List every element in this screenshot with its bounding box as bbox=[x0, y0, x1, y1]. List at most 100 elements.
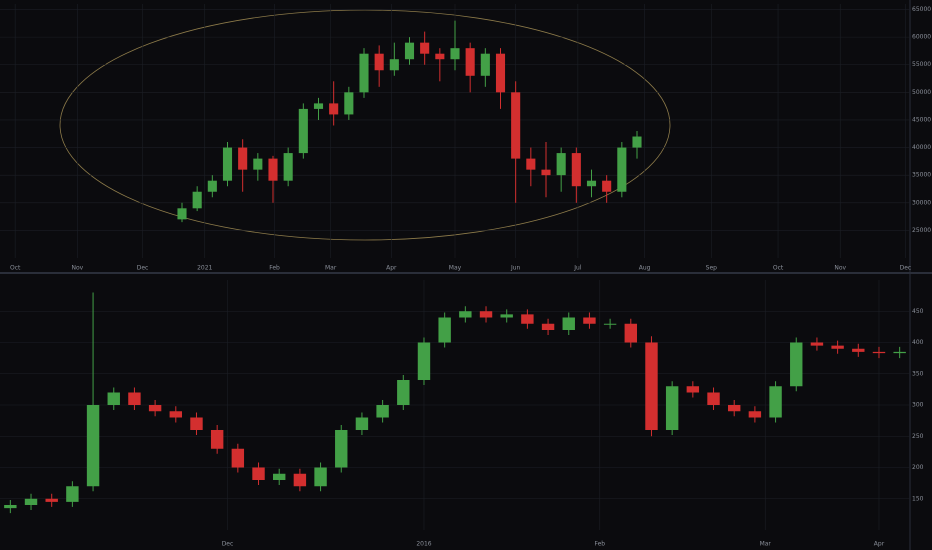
candle-body bbox=[810, 342, 824, 346]
x-tick-label: Dec bbox=[222, 541, 234, 548]
candle-body bbox=[438, 317, 451, 343]
x-tick-label: Nov bbox=[834, 265, 846, 272]
candle-body bbox=[459, 311, 472, 318]
candle-body bbox=[583, 317, 596, 324]
candle-body bbox=[222, 147, 233, 181]
x-tick-label: Mar bbox=[325, 265, 337, 272]
candle-body bbox=[4, 505, 17, 509]
ellipse-drawing bbox=[59, 9, 671, 241]
x-tick-label: Jun bbox=[510, 265, 521, 272]
y-tick-label: 300 bbox=[912, 402, 924, 409]
candle-body bbox=[500, 314, 513, 318]
candle-body bbox=[420, 42, 430, 54]
candle-body bbox=[283, 153, 293, 181]
candle-body bbox=[66, 486, 79, 502]
candle-body bbox=[192, 191, 202, 209]
candle-body bbox=[128, 392, 141, 405]
candle-body bbox=[511, 92, 521, 159]
candle-body bbox=[238, 147, 248, 170]
candle-body bbox=[376, 405, 389, 418]
candle-body bbox=[571, 153, 581, 187]
candle-body bbox=[893, 351, 906, 354]
candle-body bbox=[769, 386, 782, 418]
candle-body bbox=[465, 48, 475, 76]
candle-body bbox=[314, 467, 327, 487]
candle-body bbox=[586, 180, 597, 187]
x-tick-label: Apr bbox=[874, 541, 885, 548]
candle-body bbox=[389, 59, 399, 71]
y-tick-label: 55000 bbox=[912, 61, 931, 68]
candle-body bbox=[521, 314, 534, 324]
candle-body bbox=[404, 42, 415, 60]
y-tick-label: 350 bbox=[912, 370, 924, 377]
x-tick-label: Feb bbox=[269, 265, 280, 272]
candle-body bbox=[479, 311, 493, 318]
x-tick-label: 2016 bbox=[416, 541, 431, 548]
candle-body bbox=[686, 386, 700, 393]
x-tick-label: Apr bbox=[386, 265, 397, 272]
candle-body bbox=[831, 345, 844, 349]
candle-body bbox=[45, 498, 58, 502]
y-tick-label: 60000 bbox=[912, 34, 931, 41]
candle-body bbox=[359, 53, 369, 93]
candle-body bbox=[313, 103, 324, 109]
candle-body bbox=[190, 417, 203, 430]
candle-body bbox=[450, 48, 460, 60]
candle-body bbox=[298, 108, 308, 154]
y-tick-label: 200 bbox=[912, 464, 924, 471]
y-tick-label: 50000 bbox=[912, 89, 931, 96]
candle-body bbox=[177, 208, 187, 220]
candle-body bbox=[495, 53, 506, 93]
y-tick-label: 30000 bbox=[912, 199, 931, 206]
y-tick-label: 25000 bbox=[912, 227, 931, 234]
y-tick-label: 150 bbox=[912, 495, 924, 502]
y-tick-label: 65000 bbox=[912, 6, 931, 13]
candle-body bbox=[268, 158, 278, 181]
candle-body bbox=[562, 317, 575, 330]
candle-body bbox=[748, 411, 762, 418]
x-tick-label: Feb bbox=[594, 541, 605, 548]
candle-body bbox=[603, 323, 617, 325]
candle-body bbox=[602, 180, 612, 192]
y-tick-label: 35000 bbox=[912, 172, 931, 179]
candle-body bbox=[624, 323, 637, 343]
x-tick-label: Nov bbox=[71, 265, 83, 272]
x-tick-label: Dec bbox=[900, 265, 912, 272]
x-tick-label: 2021 bbox=[197, 265, 212, 272]
candle-body bbox=[645, 342, 658, 430]
candle-body bbox=[417, 342, 431, 380]
candle-body bbox=[355, 417, 369, 430]
x-tick-label: Mar bbox=[760, 541, 772, 548]
candle-body bbox=[728, 405, 741, 412]
candle-body bbox=[852, 348, 865, 352]
candle-body bbox=[273, 473, 286, 480]
candle-body bbox=[665, 386, 679, 430]
candle-body bbox=[252, 467, 265, 480]
y-tick-label: 450 bbox=[912, 308, 924, 315]
candle-body bbox=[526, 158, 536, 170]
candle-body bbox=[107, 392, 120, 405]
candle-body bbox=[210, 430, 224, 449]
candle-body bbox=[344, 92, 354, 115]
candle-body bbox=[541, 169, 551, 176]
y-tick-label: 250 bbox=[912, 433, 924, 440]
candle-body bbox=[556, 153, 566, 176]
x-tick-label: Dec bbox=[137, 265, 149, 272]
candle-body bbox=[374, 53, 384, 71]
candle-body bbox=[790, 342, 803, 387]
candle-body bbox=[617, 147, 627, 192]
candle-body bbox=[480, 53, 490, 76]
x-tick-label: May bbox=[449, 265, 462, 272]
candle-body bbox=[707, 392, 720, 405]
candle-body bbox=[207, 180, 217, 192]
candle-body bbox=[329, 103, 339, 115]
x-tick-label: Sep bbox=[706, 265, 718, 272]
candle-body bbox=[335, 430, 348, 468]
candle-body bbox=[24, 498, 38, 505]
candle-body bbox=[231, 448, 245, 468]
candle-body bbox=[541, 323, 555, 330]
candle-body bbox=[148, 405, 162, 412]
candle-body bbox=[169, 411, 182, 418]
